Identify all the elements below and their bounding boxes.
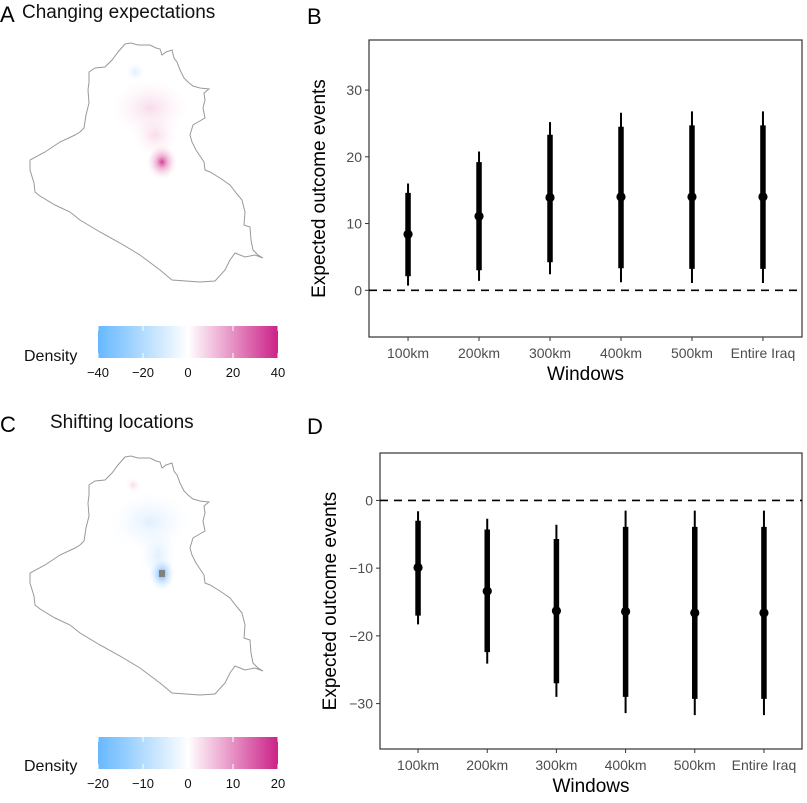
density-layer-c [110,478,190,591]
hotspot-a-baghdad [147,145,177,179]
y-tick-label: 0 [365,492,373,508]
pointrange-200km [474,151,484,281]
legend-tick-label: −40 [87,365,109,380]
iraq-outline-c [29,455,264,696]
x-tick-label: 500km [671,345,713,361]
x-axis-title: Windows [547,364,624,385]
pointrange-100km [413,511,423,625]
panel-b: B 0 10 20 30 100km 200km 300km 400km 500km Entire… [307,4,803,385]
point-estimate [482,586,492,596]
plot-frame [379,452,803,750]
x-tick-label: 500km [674,757,716,773]
legend-ticks-a: −40 −20 0 20 40 [87,326,285,380]
panel-c: C Shifting locations Density −20 −10 0 10 20 [0,412,285,791]
panel-title-c: Shifting locations [50,412,194,433]
point-estimate [758,192,768,202]
hotspot-c-north [126,478,140,492]
panel-title-a: Changing expectations [22,2,215,23]
chart-b: 0 10 20 30 100km 200km 300km 400km 500km Entire I… [309,39,803,385]
panel-d: D −30 −20 −10 0 100km 200km 300km 400km 500km Ent… [307,414,803,797]
map-a [29,42,264,283]
legend-colorbar-c [98,737,278,769]
x-tick-label: 200km [458,345,500,361]
pointrange-entire-iraq [759,510,769,716]
y-tick-label: −20 [349,628,373,644]
pointrange-300km [545,122,555,275]
legend-colorbar-a [98,326,278,358]
point-estimate [620,606,631,617]
legend-tick-label: 0 [184,776,191,791]
legend-tick-label: 10 [226,776,240,791]
point-estimate [551,606,562,616]
pointrange-300km [551,524,562,697]
pointrange-400km [616,112,626,283]
legend-ticks-c: −20 −10 0 10 20 [87,737,285,791]
legend-c: Density −20 −10 0 10 20 [24,737,285,791]
point-estimate [413,562,423,573]
pointrange-500km [690,510,700,716]
x-tick-label: 100km [387,345,429,361]
x-tick-label: 300km [529,345,571,361]
chart-d: −30 −20 −10 0 100km 200km 300km 400km 500km Entir… [320,452,803,797]
legend-tick-label: 40 [271,365,285,380]
x-tick-label: 100km [397,757,439,773]
iraq-outline-a [29,42,264,283]
x-tick-label: 400km [600,345,642,361]
y-axis-title: Expected outcome events [309,79,330,298]
hotspot-a-north [125,62,145,82]
legend-tick-label: 0 [184,365,191,380]
hotspot-a-corridor-2 [133,115,177,155]
panel-letter-d: D [307,414,323,439]
legend-tick-label: −20 [132,365,154,380]
panel-letter-c: C [0,412,16,437]
plot-frame [368,39,803,338]
x-tick-label: Entire Iraq [731,345,796,361]
legend-title-a: Density [24,348,77,365]
y-tick-label: 10 [346,216,362,232]
pointrange-100km [403,183,413,286]
panel-letter-b: B [307,4,322,29]
y-tick-label: 0 [354,282,362,298]
point-estimate [403,229,413,239]
pointrange-entire-iraq [758,111,768,283]
x-tick-label: 400km [605,757,647,773]
pointrange-500km [687,111,697,283]
legend-a: Density −40 −20 0 20 40 [24,326,285,380]
y-tick-label: −10 [349,560,373,576]
panel-letter-a: A [0,2,15,27]
x-tick-label: 200km [466,757,508,773]
density-layer-a [112,62,188,179]
y-tick-label: −30 [349,696,373,712]
pointrange-200km [482,518,492,664]
point-estimate [545,192,555,203]
pointrange-400km [620,510,631,714]
panel-a: A Changing expectations Density −40 −20 0 2… [0,2,285,380]
y-tick-label: 30 [346,82,362,98]
out-of-range-marker [159,570,165,577]
point-estimate [474,211,484,221]
map-c [29,455,264,696]
point-estimate [690,608,700,618]
x-axis-title: Windows [552,776,629,797]
x-tick-label: 300km [535,757,577,773]
legend-tick-label: 20 [226,365,240,380]
point-estimate [759,608,769,618]
y-axis-title: Expected outcome events [320,492,341,711]
point-estimate [616,192,626,202]
x-tick-label: Entire Iraq [732,757,797,773]
legend-tick-label: 20 [271,776,285,791]
legend-title-c: Density [24,758,77,775]
legend-tick-label: −20 [87,776,109,791]
legend-tick-label: −10 [132,776,154,791]
y-tick-label: 20 [346,149,362,165]
point-estimate [687,192,697,202]
